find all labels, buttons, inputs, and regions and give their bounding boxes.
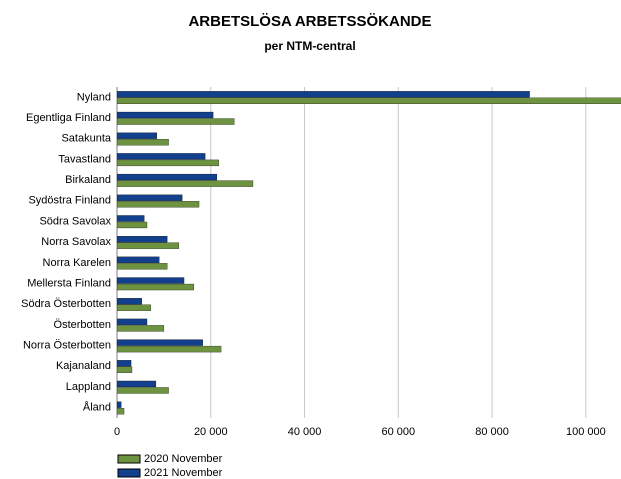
y-tick-label: Österbotten	[54, 319, 111, 331]
chart-title: ARBETSLÖSA ARBETSSÖKANDE	[188, 13, 431, 30]
bar	[117, 283, 195, 291]
bar	[117, 401, 122, 408]
y-tick-label: Sydöstra Finland	[28, 195, 111, 207]
bar	[117, 242, 180, 249]
grid	[116, 87, 587, 418]
y-tick-label: Tavastland	[58, 153, 111, 165]
bar	[117, 298, 142, 305]
bar	[117, 408, 125, 415]
y-tick-label: Norra Karelen	[43, 257, 111, 269]
y-tick-label: Södra Österbotten	[21, 298, 111, 310]
bar	[117, 180, 254, 187]
legend-swatch	[117, 468, 141, 478]
y-tick-label: Nyland	[77, 91, 111, 103]
x-tick-label: 20 000	[194, 426, 228, 438]
bar	[117, 201, 200, 208]
x-tick-label: 0	[114, 426, 120, 438]
bar	[117, 256, 160, 263]
y-tick-label: Södra Savolax	[39, 215, 111, 227]
bar	[117, 360, 132, 367]
bar	[117, 318, 148, 326]
bar	[117, 277, 185, 284]
bar	[117, 111, 214, 119]
bar	[117, 380, 157, 388]
y-tick-label: Egentliga Finland	[26, 112, 111, 124]
bar	[117, 215, 145, 222]
bar	[117, 153, 206, 160]
bar	[117, 345, 222, 353]
x-tick-label: 100 000	[566, 426, 606, 438]
bar	[117, 339, 203, 346]
bar	[117, 236, 168, 243]
bar	[117, 387, 169, 394]
bar	[117, 263, 168, 270]
y-tick-label: Birkaland	[65, 174, 111, 186]
bar	[117, 132, 158, 139]
bar	[117, 366, 133, 373]
legend-label: 2020 November	[144, 453, 223, 465]
bar	[117, 221, 148, 229]
bar	[117, 325, 165, 332]
bar	[117, 118, 235, 125]
bars	[117, 91, 621, 415]
x-tick-label: 60 000	[381, 426, 415, 438]
y-tick-label: Norra Savolax	[41, 236, 111, 248]
labels: 0 20 000 40 000 60 000 80 000 100 000 Nyland Eg…	[21, 91, 606, 479]
legend-swatch	[117, 454, 141, 464]
chart-subtitle: per NTM-central	[264, 39, 355, 53]
bar	[117, 91, 530, 98]
y-tick-label: Norra Österbotten	[23, 340, 111, 352]
bar	[117, 159, 219, 167]
y-tick-label: Åland	[83, 401, 111, 414]
bar	[117, 97, 621, 104]
y-tick-label: Satakunta	[61, 133, 111, 145]
bar	[117, 304, 151, 311]
x-tick-label: 40 000	[288, 426, 322, 438]
bar	[117, 139, 169, 146]
bar	[117, 173, 218, 181]
y-tick-label: Kajanaland	[56, 360, 111, 372]
bar	[117, 194, 183, 201]
x-tick-label: 80 000	[475, 426, 509, 438]
legend-label: 2021 November	[144, 467, 223, 479]
y-tick-label: Lappland	[66, 381, 111, 393]
y-tick-label: Mellersta Finland	[27, 277, 111, 289]
